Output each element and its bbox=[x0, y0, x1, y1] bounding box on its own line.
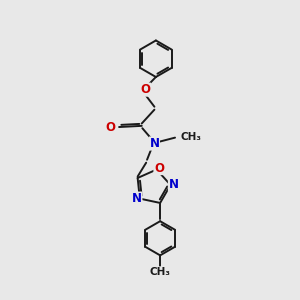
Text: N: N bbox=[169, 178, 178, 191]
Text: CH₃: CH₃ bbox=[180, 132, 201, 142]
Text: O: O bbox=[106, 121, 116, 134]
Text: O: O bbox=[141, 83, 151, 96]
Text: O: O bbox=[154, 162, 164, 175]
Text: CH₃: CH₃ bbox=[150, 267, 171, 277]
Text: N: N bbox=[149, 137, 159, 150]
Text: N: N bbox=[132, 192, 142, 205]
